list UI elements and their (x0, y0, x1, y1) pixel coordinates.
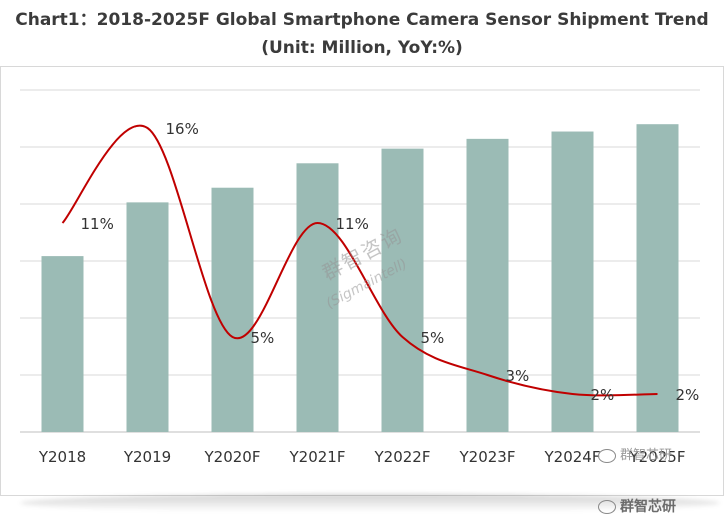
wechat-watermark-bottom: 群智芯研 (598, 496, 676, 516)
yoy-data-label: 11% (81, 215, 114, 233)
wechat-watermark-right-text: 群智芯研 (620, 448, 673, 463)
x-tick-label: Y2019 (123, 448, 171, 466)
x-tick-label: Y2020F (204, 448, 261, 466)
panel-shadow (20, 494, 720, 512)
wechat-watermark-right: 群智芯研 (598, 444, 672, 463)
yoy-data-label: 3% (506, 367, 530, 385)
yoy-data-label: 2% (676, 386, 700, 404)
x-tick-label: Y2022F (374, 448, 431, 466)
bar-y2022f (381, 148, 424, 432)
yoy-data-label: 5% (421, 329, 445, 347)
bar-y2019 (126, 202, 169, 432)
x-tick-label: Y2025F (629, 448, 686, 466)
bar-y2020f (211, 187, 254, 432)
x-tick-labels: Y2018 Y2019 Y2020F Y2021F Y2022F Y2023F Y2024F… (38, 448, 686, 466)
yoy-data-labels: 11% 16% 5% 11% 5% 3% 2% 2% (81, 120, 700, 404)
bar-y2024f (551, 131, 594, 432)
bar-y2025f (636, 124, 679, 432)
chart-title: Chart1：2018-2025F Global Smartphone Came… (15, 10, 709, 58)
wechat-icon (598, 448, 616, 463)
bar-y2023f (466, 138, 509, 432)
yoy-data-label: 5% (251, 329, 275, 347)
x-tick-label: Y2021F (289, 448, 346, 466)
bar-y2021f (296, 163, 339, 433)
yoy-data-label: 16% (166, 120, 199, 138)
yoy-data-label: 2% (591, 386, 615, 404)
wechat-icon (598, 500, 616, 514)
wechat-watermark-bottom-text: 群智芯研 (620, 499, 676, 515)
x-tick-label: Y2024F (544, 448, 601, 466)
bar-y2018 (41, 256, 84, 432)
yoy-line (61, 124, 658, 397)
yoy-data-label: 11% (336, 215, 369, 233)
x-tick-label: Y2023F (459, 448, 516, 466)
x-tick-label: Y2018 (38, 448, 86, 466)
chart-panel (0, 66, 724, 496)
bar-series (41, 124, 679, 433)
